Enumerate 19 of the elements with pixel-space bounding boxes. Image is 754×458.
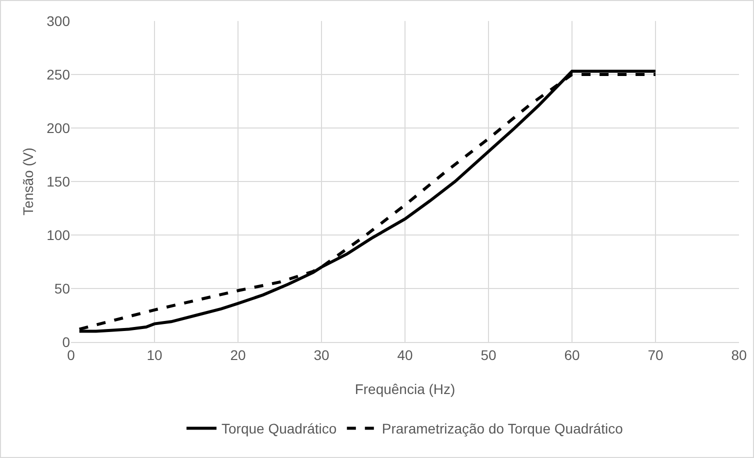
y-tick-label: 250 [46,66,70,82]
legend-label: Torque Quadrático [222,420,337,437]
legend-label: Prarametrização do Torque Quadrático [382,420,624,437]
x-tick-label: 70 [648,346,664,363]
x-tick-label: 60 [564,346,580,363]
y-tick-label: 150 [46,173,70,190]
x-tick-label: 30 [314,346,330,363]
y-tick-label: 200 [46,120,70,136]
y-tick-label: 100 [46,226,70,243]
y-tick-label: 300 [46,12,70,29]
x-tick-label: 50 [480,346,496,363]
x-tick-label: 10 [146,346,162,363]
x-tick-label: 40 [397,346,413,363]
y-tick-label: 0 [62,334,70,350]
y-tick-label: 50 [54,280,70,296]
x-axis-title: Frequência (Hz) [354,381,456,397]
y-axis-title: Tensão (V) [20,148,36,216]
x-tick-label: 80 [731,346,747,363]
x-tick-label: 20 [230,346,246,363]
